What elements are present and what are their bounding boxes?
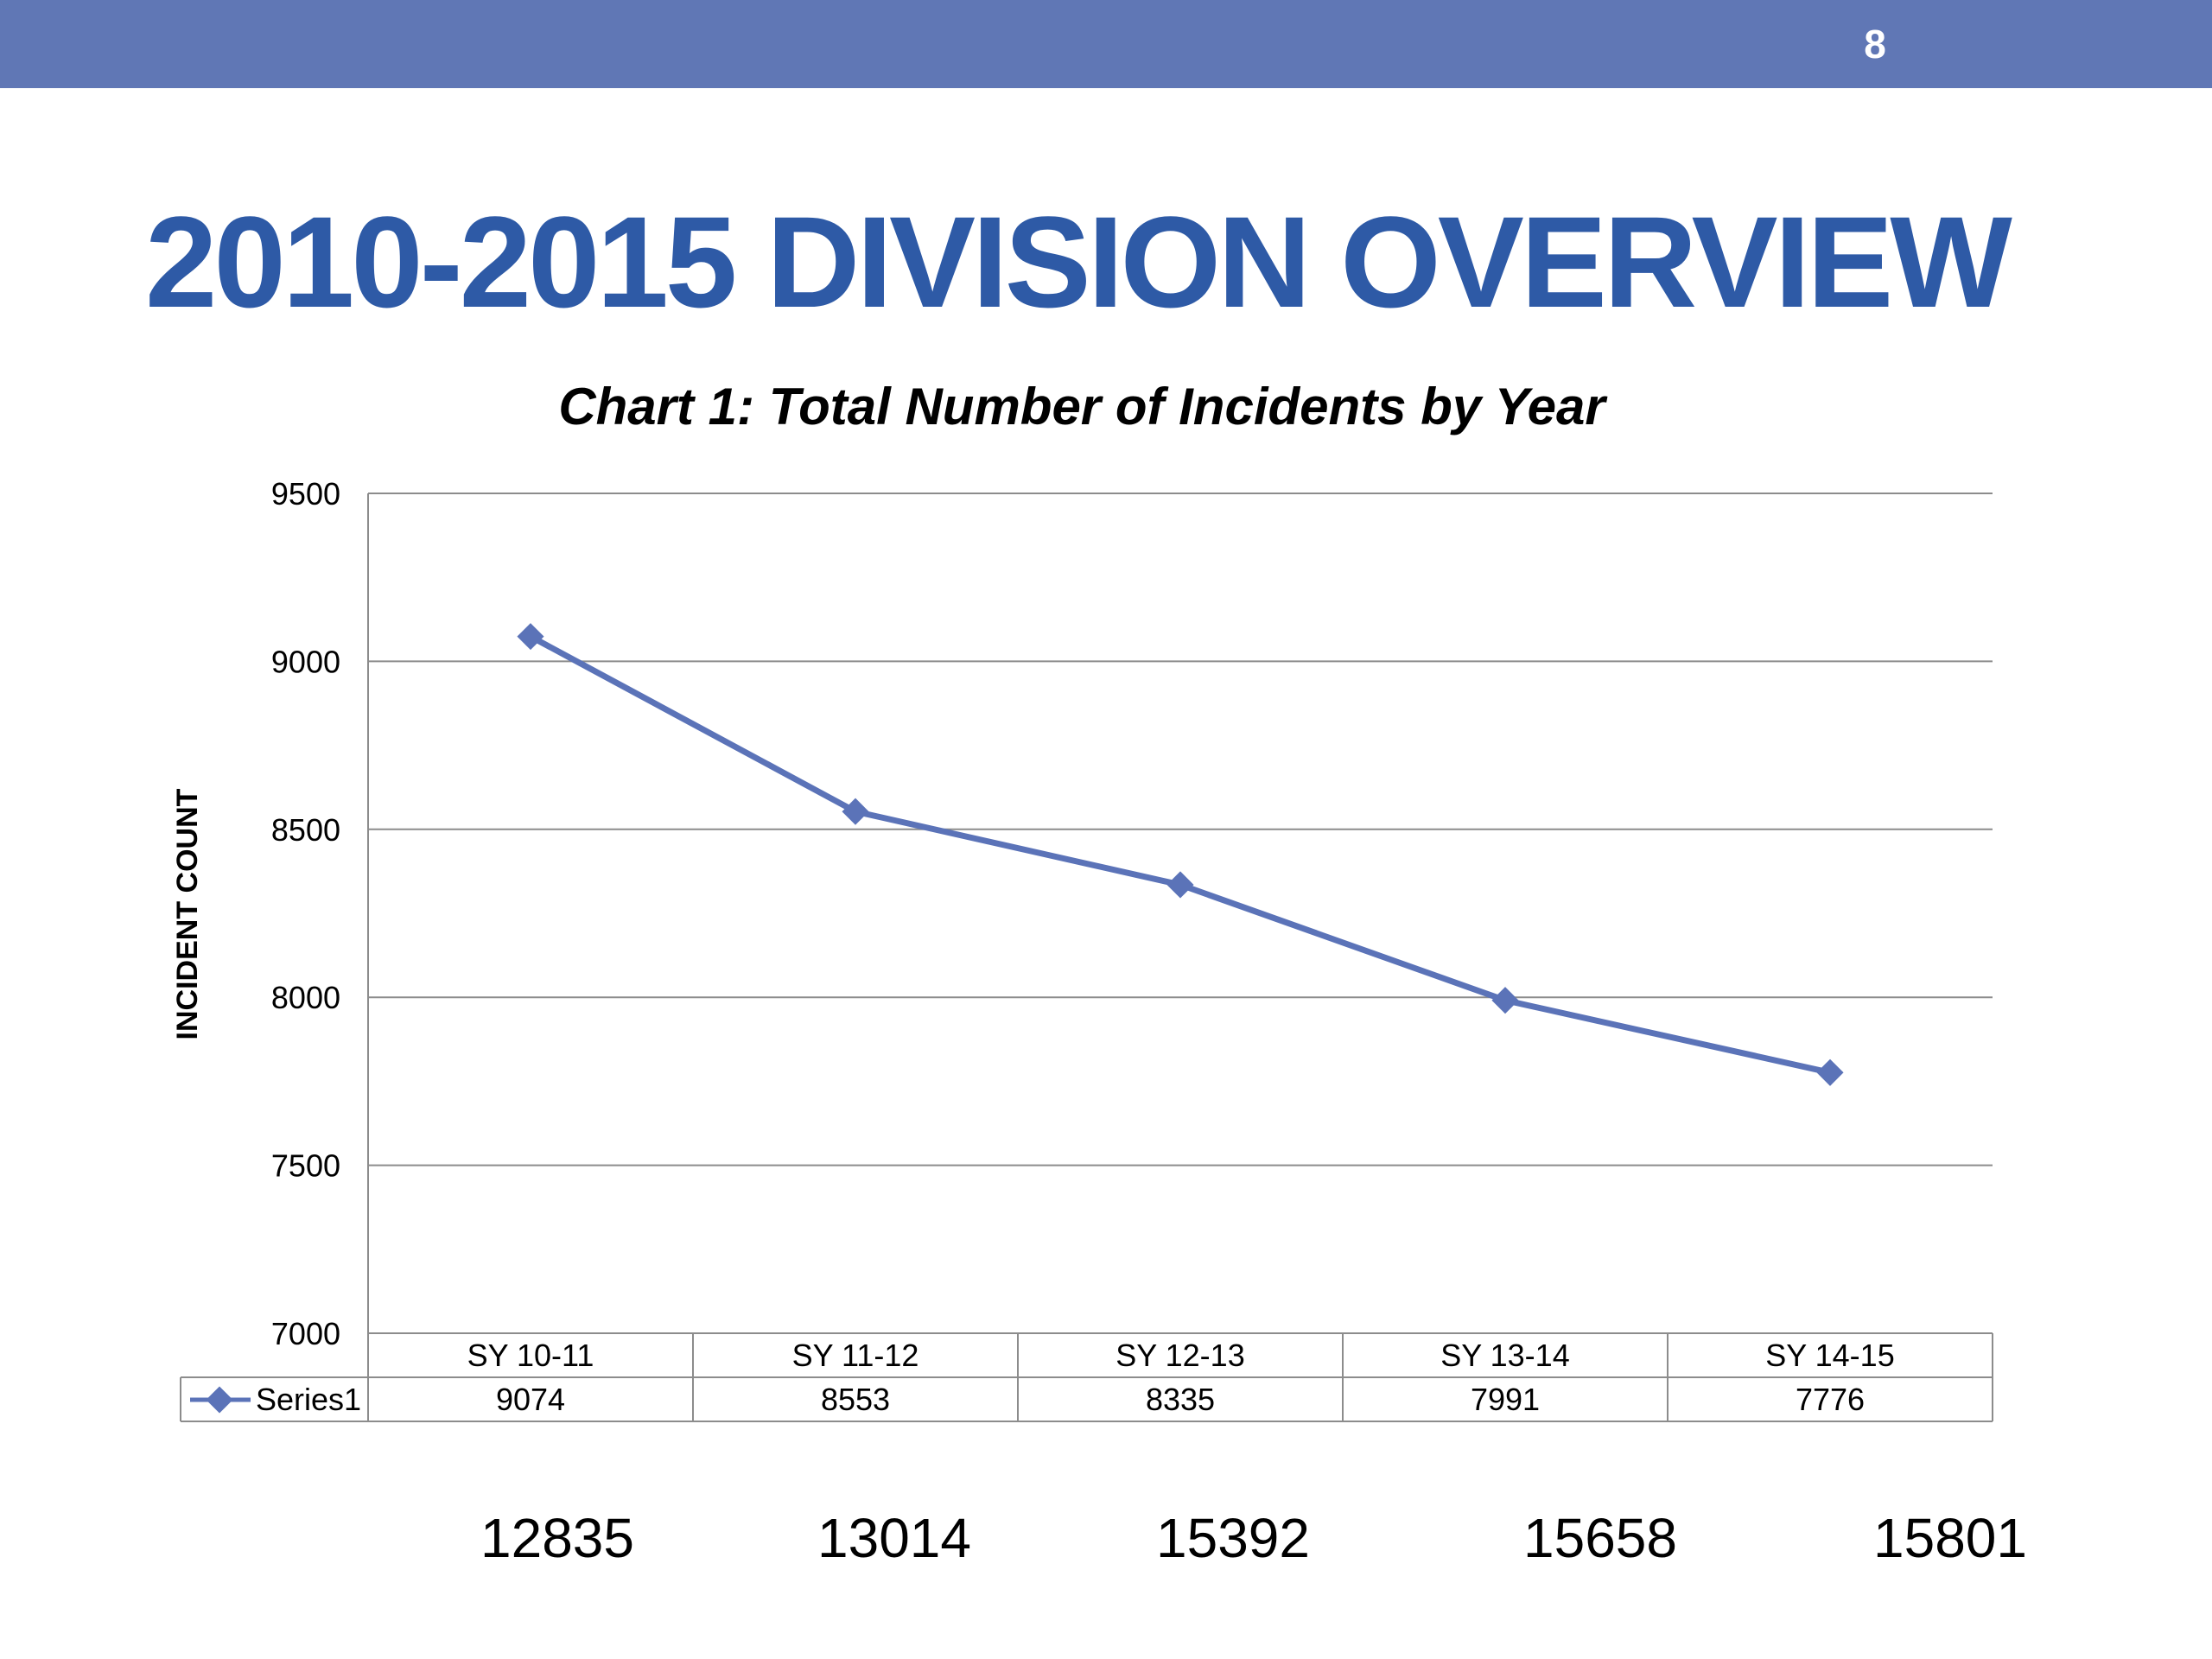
footer-value: 15392	[1156, 1507, 1310, 1569]
y-tick-labels: 9500 9000 8500 8000 7500 7000	[271, 476, 340, 1351]
y-axis-label: INCIDENT COUNT	[171, 788, 204, 1039]
chart-title: Chart 1: Total Number of Incidents by Ye…	[558, 378, 1608, 435]
data-value-label: 8335	[1146, 1382, 1215, 1417]
x-category-label: SY 10-11	[467, 1338, 594, 1373]
data-value-label: 8553	[821, 1382, 890, 1417]
x-category-label: SY 12-13	[1116, 1338, 1244, 1373]
data-value-label: 9074	[496, 1382, 565, 1417]
data-value-label: 7991	[1471, 1382, 1540, 1417]
y-tick-label: 9500	[271, 476, 340, 512]
series-group	[517, 623, 1844, 1086]
line-chart: Chart 1: Total Number of Incidents by Ye…	[171, 378, 1993, 1422]
footer-value: 12835	[480, 1507, 634, 1569]
x-category-label: SY 13-14	[1440, 1338, 1569, 1373]
gridlines	[367, 493, 1993, 1333]
data-table: SY 10-11 9074 SY 11-12 8553 SY 12-13 8335 SY 1…	[180, 1332, 1993, 1422]
footer-value: 15658	[1523, 1507, 1677, 1569]
y-tick-label: 7000	[271, 1316, 340, 1351]
slide-title: 2010-2015 DIVISION OVERVIEW	[145, 189, 2012, 334]
data-point	[1816, 1058, 1844, 1086]
data-point	[1166, 871, 1194, 899]
series-line	[529, 633, 1831, 1076]
top-bar: 8	[0, 0, 2212, 88]
legend-label: Series1	[256, 1382, 361, 1417]
y-tick-label: 8000	[271, 980, 340, 1015]
x-category-label: SY 14-15	[1765, 1338, 1894, 1373]
y-tick-label: 9000	[271, 644, 340, 679]
data-point	[842, 798, 869, 825]
y-tick-label: 8500	[271, 812, 340, 848]
footer-value: 15801	[1873, 1507, 2027, 1569]
data-point	[1491, 987, 1519, 1014]
footer-value: 13014	[817, 1507, 971, 1569]
y-tick-label: 7500	[271, 1148, 340, 1184]
legend-marker	[206, 1386, 233, 1414]
x-category-label: SY 11-12	[792, 1338, 919, 1373]
data-point	[517, 623, 544, 651]
page-number: 8	[1864, 22, 1886, 67]
data-value-label: 7776	[1796, 1382, 1865, 1417]
